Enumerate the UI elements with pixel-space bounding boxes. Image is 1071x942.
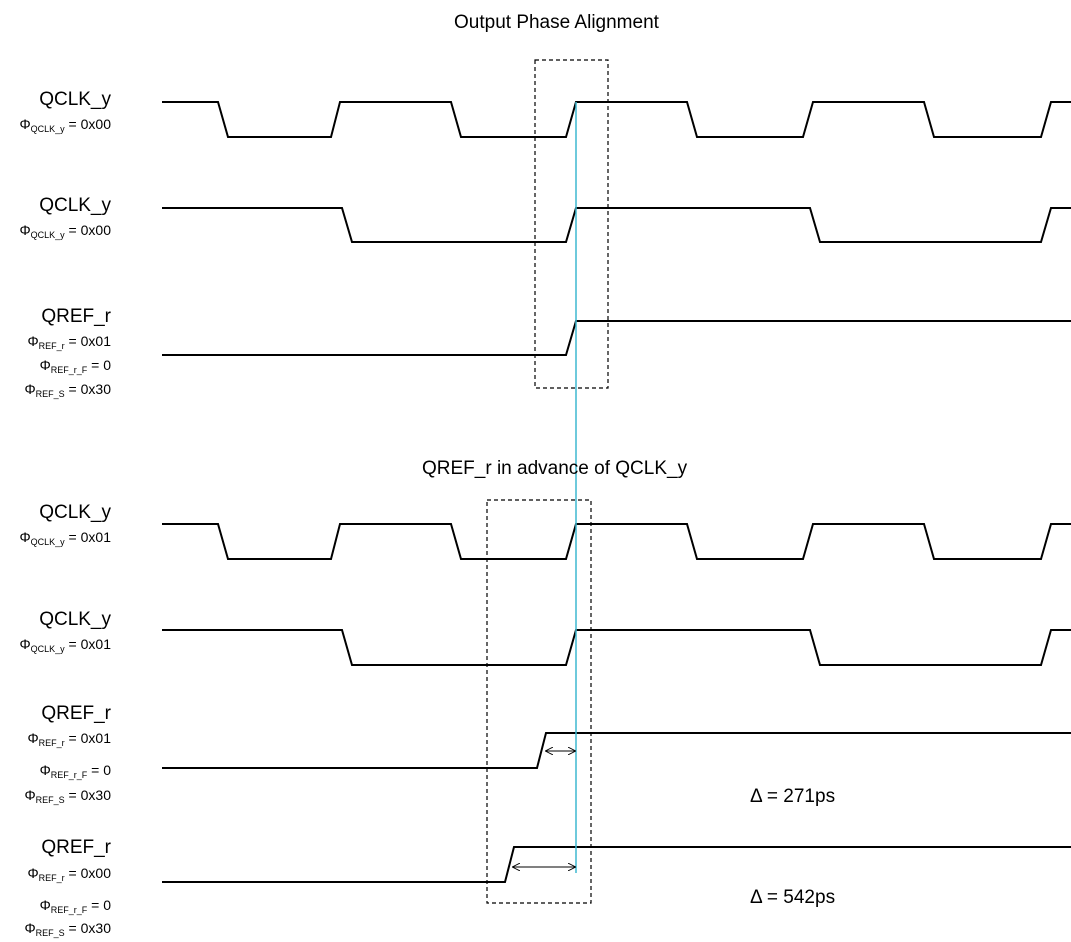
phase-setting: ΦREF_r = 0x00 [27,865,111,883]
waveform-qref-1 [162,320,1071,356]
phase-setting: ΦQCLK_y = 0x01 [19,529,111,547]
phase-setting: ΦQCLK_y = 0x00 [19,222,111,240]
waveform-qref-2 [162,732,1071,769]
signal-label-qclk: QCLK_y [39,195,111,216]
waveform-qclk-fast-1 [162,101,1071,138]
phase-setting: ΦREF_r = 0x01 [27,333,111,351]
waveform-qclk-slow-1 [162,207,1071,243]
signal-label-qclk: QCLK_y [39,89,111,110]
phase-setting: ΦREF_S = 0x30 [24,381,111,399]
title-qref-advance: QREF_r in advance of QCLK_y [422,458,688,479]
signal-label-qref: QREF_r [41,703,111,724]
phase-setting: ΦREF_S = 0x30 [24,787,111,805]
alignment-box-bottom [486,499,592,904]
signal-label-qref: QREF_r [41,837,111,858]
phase-setting: ΦREF_r = 0x01 [27,730,111,748]
phase-setting: ΦQCLK_y = 0x00 [19,116,111,134]
alignment-box-top [534,59,609,389]
waveform-qclk-fast-2 [162,523,1071,560]
signal-label-qclk: QCLK_y [39,609,111,630]
delta-label-542ps: Δ = 542ps [750,887,836,908]
waveform-qref-3 [162,846,1071,883]
signal-label-qref: QREF_r [41,306,111,327]
phase-setting: ΦREF_r_F = 0 [39,357,111,375]
waveform-qclk-slow-2 [162,629,1071,666]
phase-setting: ΦREF_r_F = 0 [39,762,111,780]
title-output-phase-alignment: Output Phase Alignment [454,12,659,33]
phase-setting: ΦREF_r_F = 0 [39,897,111,915]
phase-setting: ΦREF_S = 0x30 [24,920,111,938]
delta-label-271ps: Δ = 271ps [750,786,836,807]
signal-label-qclk: QCLK_y [39,502,111,523]
phase-setting: ΦQCLK_y = 0x01 [19,636,111,654]
